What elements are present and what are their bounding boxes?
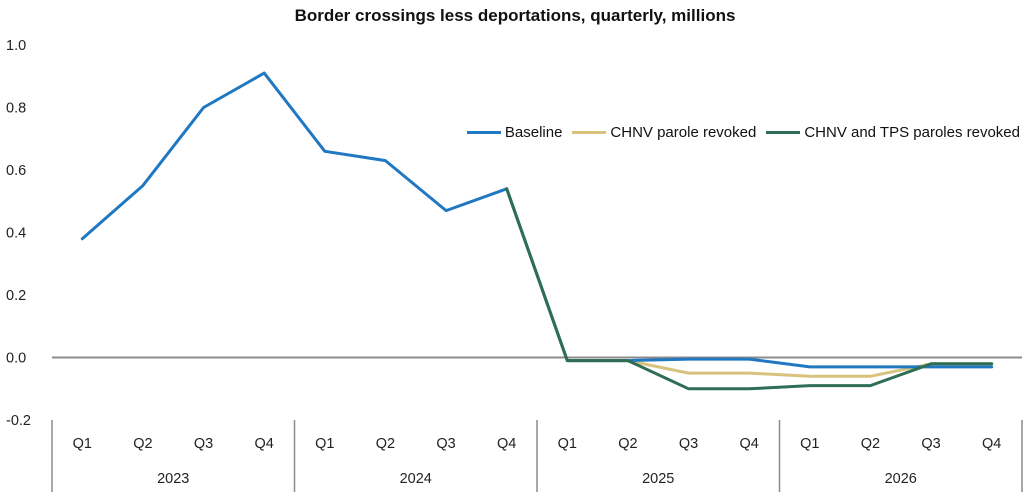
y-tick-label: -0.2 <box>6 413 31 429</box>
x-tick-label: Q3 <box>194 436 213 452</box>
x-tick-label: Q3 <box>679 436 698 452</box>
x-tick-label: Q1 <box>800 436 819 452</box>
y-tick-label: 0.8 <box>6 101 26 117</box>
legend-label-chnv-tps: CHNV and TPS paroles revoked <box>804 124 1020 141</box>
legend-item-baseline: Baseline <box>466 124 563 141</box>
series-line-baseline <box>80 71 994 369</box>
x-tick-label: Q1 <box>73 436 92 452</box>
x-tick-label: Q2 <box>618 436 637 452</box>
legend-label-baseline: Baseline <box>504 124 563 141</box>
x-tick-label: Q4 <box>740 436 759 452</box>
legend-swatch-chnv-tps <box>766 131 801 134</box>
legend-swatch-baseline <box>466 131 501 134</box>
y-tick-label: 0.0 <box>6 351 26 367</box>
legend-swatch-chnv <box>572 131 607 134</box>
legend: Baseline CHNV parole revoked CHNV and TP… <box>466 124 1020 141</box>
x-tick-label: Q3 <box>436 436 455 452</box>
x-group-label: 2026 <box>885 471 917 487</box>
chart-title: Border crossings less deportations, quar… <box>294 6 736 25</box>
series-line-chnv-parole-revoked <box>505 187 994 378</box>
x-tick-label: Q3 <box>921 436 940 452</box>
x-tick-label: Q2 <box>861 436 880 452</box>
x-group-label: 2023 <box>157 471 189 487</box>
x-group-label: 2025 <box>642 471 674 487</box>
x-tick-label: Q1 <box>315 436 334 452</box>
x-tick-label: Q1 <box>558 436 577 452</box>
y-tick-label: 0.2 <box>6 288 26 304</box>
y-tick-label: 0.6 <box>6 163 26 179</box>
y-tick-label: 0.4 <box>6 226 26 242</box>
x-tick-label: Q4 <box>497 436 516 452</box>
x-tick-label: Q2 <box>133 436 152 452</box>
x-tick-label: Q2 <box>376 436 395 452</box>
x-group-label: 2024 <box>400 471 432 487</box>
series-line-chnv-and-tps-paroles-revoked <box>505 187 994 391</box>
y-tick-label: 1.0 <box>6 38 26 54</box>
legend-item-chnv-tps: CHNV and TPS paroles revoked <box>766 124 1020 141</box>
legend-label-chnv: CHNV parole revoked <box>610 124 757 141</box>
x-tick-label: Q4 <box>982 436 1001 452</box>
x-tick-label: Q4 <box>255 436 274 452</box>
legend-item-chnv: CHNV parole revoked <box>572 124 756 141</box>
